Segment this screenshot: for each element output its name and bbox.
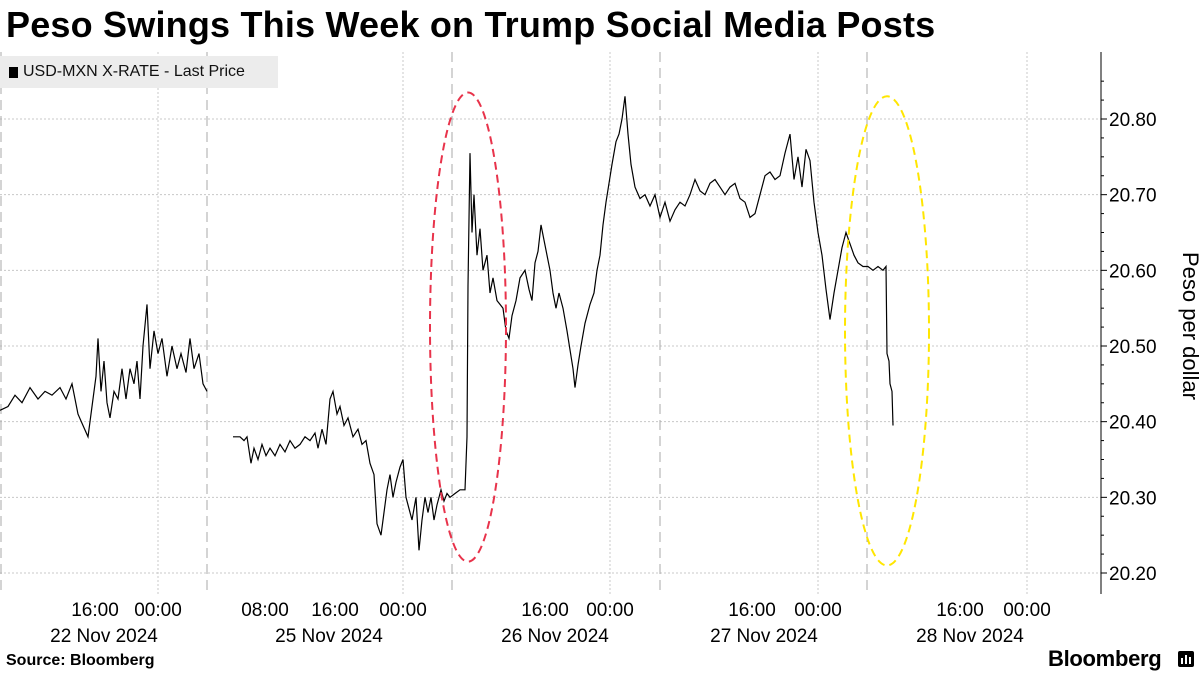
y-tick-label: 20.50 xyxy=(1109,337,1157,358)
y-tick-label: 20.70 xyxy=(1109,186,1157,207)
y-tick-label: 20.60 xyxy=(1109,261,1157,282)
legend-label: USD-MXN X-RATE - Last Price xyxy=(23,63,245,80)
chart-title: Peso Swings This Week on Trump Social Me… xyxy=(6,4,936,45)
x-tick-label: 00:00 xyxy=(586,600,634,621)
y-axis-label-text: Peso per dollar xyxy=(1178,252,1200,400)
bloomberg-terminal-icon xyxy=(1178,651,1194,667)
x-tick-label: 16:00 xyxy=(311,600,359,621)
x-date-label: 27 Nov 2024 xyxy=(710,626,818,647)
source-note: Source: Bloomberg xyxy=(6,652,155,669)
legend: USD-MXN X-RATE - Last Price xyxy=(0,56,278,88)
x-tick-label: 00:00 xyxy=(134,600,182,621)
x-date-label: 25 Nov 2024 xyxy=(275,626,383,647)
y-tick-label: 20.30 xyxy=(1109,488,1157,509)
x-tick-label: 00:00 xyxy=(1003,600,1051,621)
x-date-label: 28 Nov 2024 xyxy=(916,626,1024,647)
brand-wordmark: Bloomberg xyxy=(1048,646,1162,671)
x-tick-label: 16:00 xyxy=(521,600,569,621)
y-tick-label: 20.40 xyxy=(1109,413,1157,434)
x-tick-label: 16:00 xyxy=(728,600,776,621)
x-tick-label: 16:00 xyxy=(936,600,984,621)
x-tick-label: 00:00 xyxy=(379,600,427,621)
x-date-label: 26 Nov 2024 xyxy=(501,626,609,647)
highlight-ellipse xyxy=(429,91,507,563)
x-tick-label: 08:00 xyxy=(241,600,289,621)
x-tick-label: 16:00 xyxy=(71,600,119,621)
price-line xyxy=(233,96,894,551)
price-line xyxy=(0,304,208,439)
y-axis-label: Peso per dollar xyxy=(1170,232,1200,420)
y-tick-label: 20.80 xyxy=(1109,110,1157,131)
legend-swatch xyxy=(9,66,18,78)
x-tick-label: 00:00 xyxy=(794,600,842,621)
x-date-label: 22 Nov 2024 xyxy=(50,626,158,647)
y-tick-label: 20.20 xyxy=(1109,564,1157,585)
highlight-ellipse xyxy=(844,95,930,567)
